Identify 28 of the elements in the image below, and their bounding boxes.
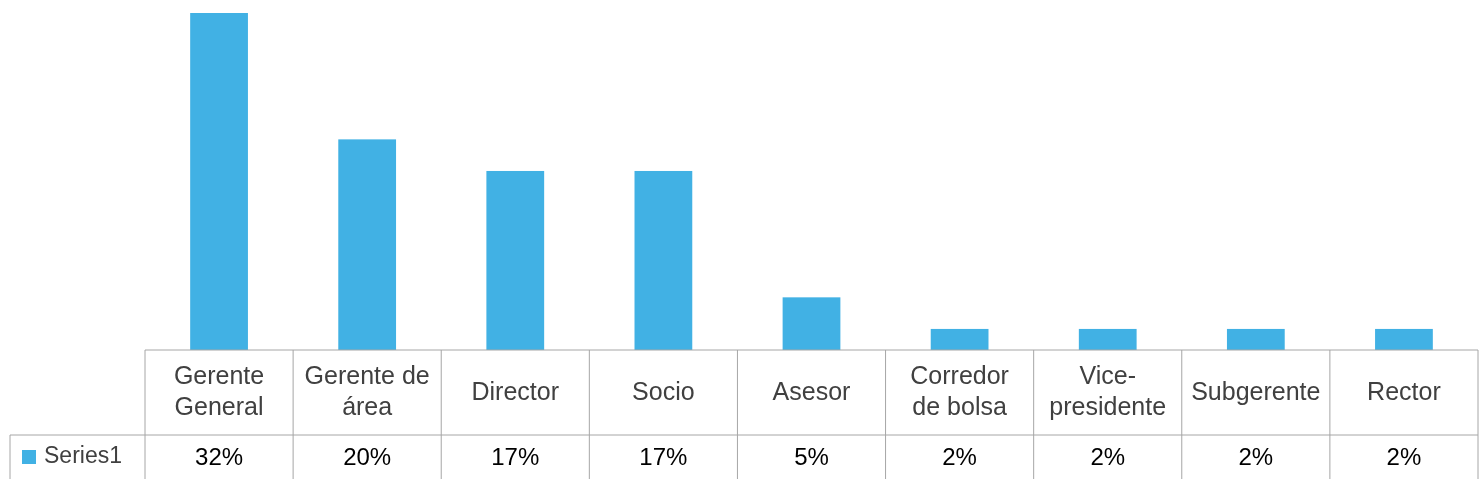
x-tick-label: Gerente de área <box>304 360 430 420</box>
bar <box>190 13 248 350</box>
bar <box>1078 328 1137 350</box>
bar <box>634 170 693 350</box>
legend-label: Series1 <box>44 442 122 469</box>
data-label: 2% <box>942 443 977 471</box>
data-label: 17% <box>491 443 540 471</box>
bar <box>782 297 841 350</box>
x-tick-label: Gerente General <box>173 360 265 420</box>
x-tick-label: Socio <box>632 376 695 405</box>
x-tick-label: Subgerente <box>1191 376 1321 405</box>
bar <box>486 170 545 350</box>
data-label: 2% <box>1238 443 1274 471</box>
bar <box>1226 328 1285 350</box>
data-label: 17% <box>639 443 688 471</box>
data-label: 2% <box>1386 443 1422 471</box>
x-tick-label: Director <box>471 376 560 405</box>
bar <box>930 328 989 350</box>
data-label: 32% <box>195 443 244 471</box>
x-tick-label: Asesor <box>772 376 851 405</box>
data-label: 20% <box>343 443 392 471</box>
bar <box>338 139 397 350</box>
data-label: 5% <box>794 443 829 471</box>
x-tick-label: Corredor de bolsa <box>910 360 1009 420</box>
x-tick-label: Vice-presidente <box>1049 360 1167 420</box>
bar <box>1375 328 1433 350</box>
x-tick-label: Rector <box>1367 376 1441 405</box>
data-label: 2% <box>1090 443 1126 471</box>
